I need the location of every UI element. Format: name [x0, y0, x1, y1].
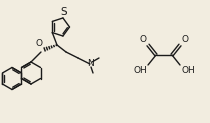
Text: O: O	[181, 35, 188, 44]
Text: O: O	[35, 39, 42, 48]
Text: OH: OH	[133, 66, 147, 75]
Text: O: O	[140, 35, 147, 44]
Text: S: S	[61, 7, 67, 17]
Text: N: N	[87, 60, 93, 69]
Text: OH: OH	[181, 66, 195, 75]
